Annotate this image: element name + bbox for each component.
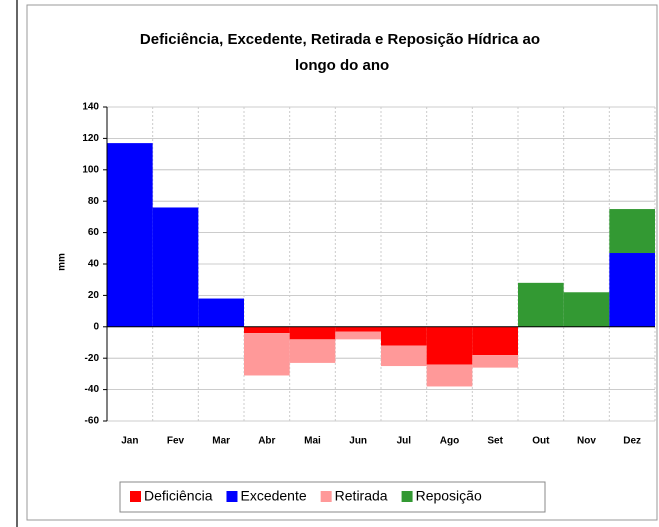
y-tick-label: 140	[82, 102, 99, 113]
bar-segment	[335, 331, 381, 340]
bar-segment	[244, 333, 290, 376]
legend-box	[119, 481, 546, 513]
y-tick-label: 100	[82, 164, 99, 175]
bar-segment	[472, 326, 518, 356]
y-tick-label: -60	[85, 416, 100, 427]
bar-segment	[518, 282, 564, 327]
x-tick-label: Jun	[349, 436, 367, 447]
x-tick-label: Mar	[212, 436, 230, 447]
x-tick-label: Abr	[258, 436, 275, 447]
bar-segment	[381, 326, 427, 346]
bar-segment	[472, 355, 518, 368]
bar-segment	[563, 292, 610, 327]
bar-segment	[107, 143, 153, 327]
bar-segment	[609, 209, 655, 254]
x-tick-label: Jan	[121, 436, 138, 447]
bar-segment	[289, 326, 336, 340]
legend-swatch	[130, 491, 141, 502]
bar-segment	[335, 326, 381, 332]
legend-label: Retirada	[335, 488, 388, 504]
bar-segment	[152, 207, 199, 327]
legend-swatch	[401, 491, 413, 502]
y-tick-label: 40	[88, 259, 100, 270]
bar-segment	[381, 345, 427, 367]
y-tick-label: -20	[85, 353, 100, 364]
bar-segment	[198, 298, 244, 327]
x-tick-label: Ago	[440, 436, 459, 447]
x-tick-label: Nov	[577, 436, 596, 447]
bar-segment	[426, 364, 473, 387]
legend-label: Excedente	[240, 488, 306, 504]
bar-segment	[426, 326, 473, 365]
x-tick-label: Dez	[623, 436, 641, 447]
x-tick-label: Set	[487, 436, 503, 447]
y-tick-label: 20	[88, 290, 100, 301]
legend-label: Reposição	[416, 488, 482, 504]
y-tick-label: 120	[82, 133, 99, 144]
legend-swatch	[226, 491, 238, 502]
legend-label: Deficiência	[144, 488, 213, 504]
x-tick-label: Jul	[397, 436, 412, 447]
bar-segment	[609, 253, 655, 327]
y-tick-label: -40	[85, 384, 100, 395]
bar-segment	[289, 339, 336, 363]
x-tick-label: Mai	[304, 436, 321, 447]
bar-segment	[244, 326, 290, 334]
chart-title: Deficiência, Excedente, Retirada e Repos…	[140, 31, 540, 74]
x-tick-label: Out	[532, 436, 550, 447]
y-axis-label: mm	[57, 253, 68, 271]
x-tick-label: Fev	[167, 436, 185, 447]
y-tick-label: 80	[88, 196, 100, 207]
y-tick-label: 60	[88, 227, 100, 238]
legend-swatch	[320, 491, 332, 502]
y-tick-label: 0	[93, 321, 99, 332]
